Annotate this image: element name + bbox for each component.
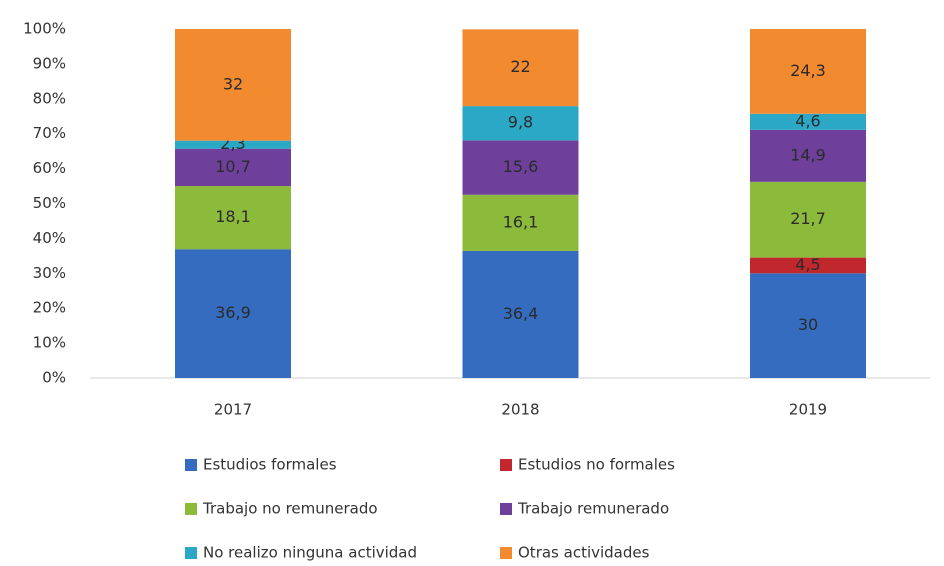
y-tick-label: 100% bbox=[23, 20, 66, 38]
data-label: 32 bbox=[223, 74, 243, 93]
y-tick-label: 80% bbox=[33, 89, 66, 107]
bar-segment bbox=[175, 249, 291, 378]
y-tick-label: 30% bbox=[33, 264, 66, 282]
legend-label: No realizo ninguna actividad bbox=[203, 544, 417, 562]
y-tick-label: 40% bbox=[33, 229, 66, 247]
legend-swatch bbox=[500, 503, 512, 515]
data-label: 24,3 bbox=[790, 61, 826, 80]
legend-label: Otras actividades bbox=[518, 544, 650, 562]
data-label: 10,7 bbox=[215, 157, 251, 176]
bar-segment bbox=[750, 129, 866, 182]
data-label: 4,5 bbox=[795, 255, 820, 274]
legend-label: Trabajo no remunerado bbox=[202, 500, 378, 518]
legend-swatch bbox=[500, 547, 512, 559]
data-label: 4,6 bbox=[795, 111, 820, 130]
y-tick-label: 10% bbox=[33, 334, 66, 352]
legend-swatch bbox=[185, 547, 197, 559]
data-label: 22 bbox=[510, 57, 530, 76]
bar-segment bbox=[750, 273, 866, 378]
x-tick-label: 2019 bbox=[789, 401, 827, 419]
bar-segment bbox=[175, 186, 291, 250]
bar-segment bbox=[750, 113, 866, 130]
bar-segment bbox=[175, 140, 291, 149]
legend-swatch bbox=[185, 459, 197, 471]
y-tick-label: 90% bbox=[33, 54, 66, 72]
data-label: 30 bbox=[798, 315, 818, 334]
y-tick-label: 60% bbox=[33, 159, 66, 177]
bar-segment bbox=[462, 250, 579, 378]
data-label: 36,9 bbox=[215, 303, 251, 322]
bar-segment bbox=[462, 194, 579, 251]
x-tick-label: 2018 bbox=[501, 401, 539, 419]
bar-segment bbox=[462, 29, 579, 107]
legend-label: Estudios no formales bbox=[518, 456, 675, 474]
bar-segment bbox=[175, 29, 291, 141]
bar-segment bbox=[750, 181, 866, 258]
data-label: 18,1 bbox=[215, 207, 251, 226]
legend-swatch bbox=[500, 459, 512, 471]
data-label: 21,7 bbox=[790, 209, 826, 228]
x-tick-label: 2017 bbox=[214, 401, 252, 419]
bar-segment bbox=[750, 29, 866, 114]
bar-segment bbox=[462, 106, 579, 141]
y-tick-label: 0% bbox=[42, 369, 66, 387]
data-label: 9,8 bbox=[508, 113, 533, 132]
bar-segment bbox=[175, 148, 291, 187]
legend-label: Estudios formales bbox=[203, 456, 337, 474]
legend-label: Trabajo remunerado bbox=[517, 500, 669, 518]
data-label: 16,1 bbox=[503, 212, 539, 231]
bar-segment bbox=[750, 257, 866, 274]
data-label: 36,4 bbox=[503, 304, 539, 323]
data-label: 15,6 bbox=[503, 157, 539, 176]
legend-swatch bbox=[185, 503, 197, 515]
bar-segment bbox=[462, 140, 579, 195]
y-tick-label: 70% bbox=[33, 124, 66, 142]
y-tick-label: 20% bbox=[33, 299, 66, 317]
data-label: 14,9 bbox=[790, 145, 826, 164]
y-tick-label: 50% bbox=[33, 194, 66, 212]
